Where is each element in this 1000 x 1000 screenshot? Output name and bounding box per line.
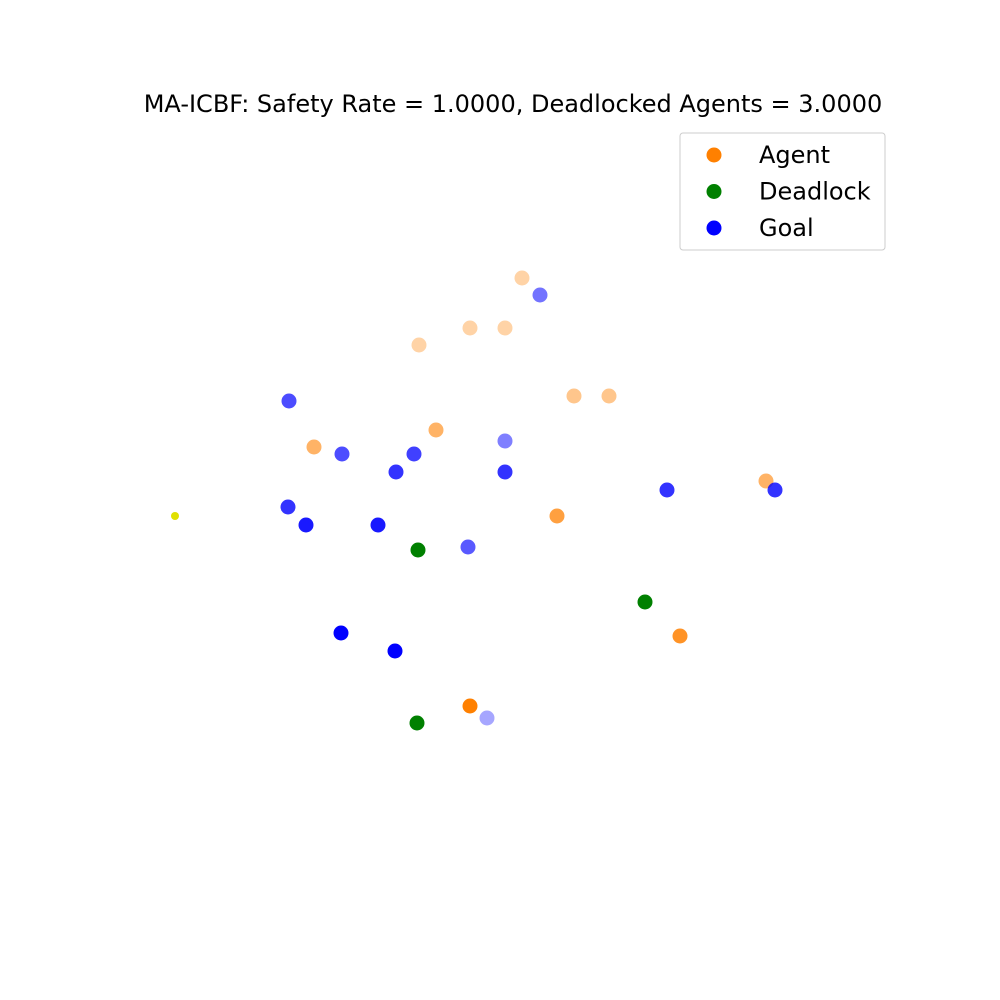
legend-marker-deadlock	[706, 184, 722, 199]
agent-point-7	[306, 439, 322, 455]
goal-point-3	[334, 446, 350, 462]
goal-point-13	[333, 625, 349, 641]
agent-point-1	[462, 320, 478, 336]
goal-point-6	[497, 464, 513, 480]
agent-point-3	[411, 337, 427, 353]
goal-point-7	[659, 482, 675, 498]
goal-point-2	[497, 433, 513, 449]
agent-point-2	[497, 320, 513, 336]
goal-point-12	[460, 539, 476, 555]
agent-point-9	[549, 508, 565, 524]
legend-label-deadlock: Deadlock	[759, 178, 871, 206]
legend-frame	[679, 132, 886, 251]
agent-point-6	[428, 422, 444, 438]
goal-point-10	[298, 517, 314, 533]
goal-point-1	[281, 393, 297, 409]
chart-title: MA-ICBF: Safety Rate = 1.0000, Deadlocke…	[144, 90, 883, 118]
agent-point-10	[672, 628, 688, 644]
legend-marker-goal	[706, 220, 722, 236]
goal-point-14	[387, 643, 403, 659]
goal-point-9	[280, 499, 296, 515]
legend-label-goal: Goal	[759, 214, 814, 242]
goal-point-4	[406, 446, 422, 462]
legend-label-agent: Agent	[759, 141, 830, 169]
deadlock-point-2	[409, 715, 425, 731]
goal-point-15	[479, 710, 495, 726]
goal-point-0	[532, 287, 548, 303]
scatter-markers	[171, 270, 783, 731]
legend-marker-agent	[706, 147, 722, 163]
agent-point-0	[514, 270, 530, 286]
agent-point-11	[462, 698, 478, 714]
legend: Agent Deadlock Goal	[679, 132, 886, 251]
extra-point-0	[171, 512, 179, 520]
deadlock-point-0	[410, 542, 426, 558]
agent-point-4	[566, 388, 582, 404]
agent-point-5	[601, 388, 617, 404]
deadlock-point-1	[637, 594, 653, 610]
goal-point-11	[370, 517, 386, 533]
legend-entries: Agent Deadlock Goal	[706, 141, 871, 242]
goal-point-5	[388, 464, 404, 480]
goal-point-8	[767, 482, 783, 498]
